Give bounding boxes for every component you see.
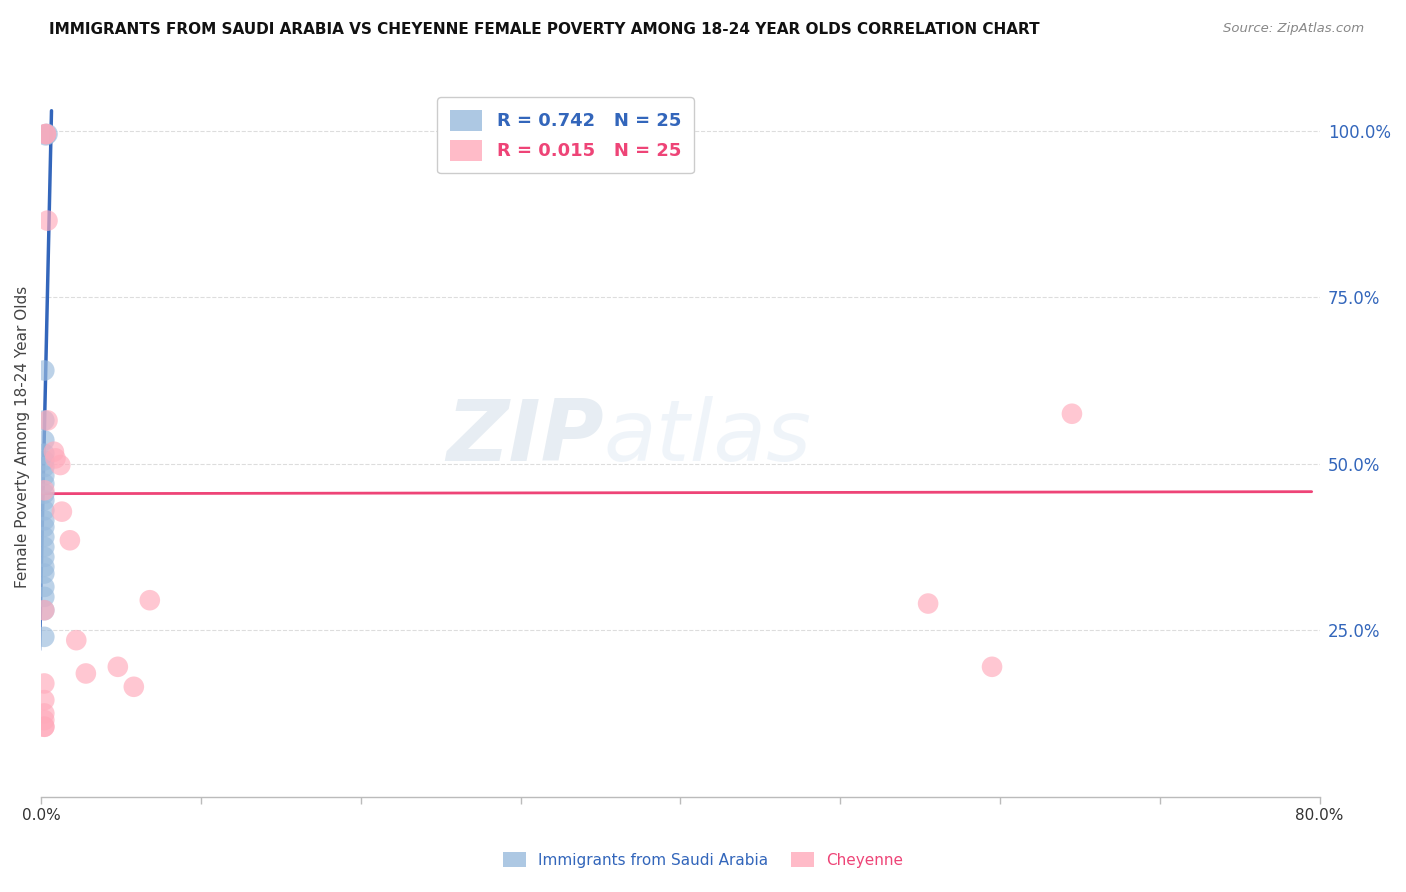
Point [37, 213, 59, 227]
Point [34, 520, 56, 534]
Point [34, 603, 56, 617]
Point [34, 693, 56, 707]
Point [34, 580, 56, 594]
Text: IMMIGRANTS FROM SAUDI ARABIA VS CHEYENNE FEMALE POVERTY AMONG 18-24 YEAR OLDS CO: IMMIGRANTS FROM SAUDI ARABIA VS CHEYENNE… [49, 22, 1040, 37]
Point [35, 128, 58, 143]
Point [34, 476, 56, 491]
Point [139, 593, 162, 607]
Point [37, 413, 59, 427]
Point [34, 513, 56, 527]
Point [34, 720, 56, 734]
Point [34, 363, 56, 377]
Point [34, 434, 56, 448]
Point [34, 630, 56, 644]
Point [35, 127, 58, 141]
Point [34, 676, 56, 690]
Text: atlas: atlas [603, 395, 811, 478]
Point [34, 413, 56, 427]
Point [34, 460, 56, 475]
Point [34, 720, 56, 734]
Point [34, 486, 56, 500]
Point [34, 483, 56, 498]
Point [44, 451, 66, 466]
Point [981, 660, 1004, 674]
Point [34, 493, 56, 508]
Point [42, 444, 65, 458]
Point [51, 505, 73, 519]
Legend: Immigrants from Saudi Arabia, Cheyenne: Immigrants from Saudi Arabia, Cheyenne [495, 844, 911, 875]
Point [75, 666, 97, 681]
Point [37, 127, 59, 141]
Point [34, 566, 56, 581]
Point [34, 468, 56, 483]
Point [107, 660, 129, 674]
Point [34, 453, 56, 467]
Point [34, 603, 56, 617]
Point [34, 549, 56, 564]
Point [34, 540, 56, 554]
Point [59, 533, 82, 548]
Point [122, 680, 145, 694]
Point [34, 713, 56, 727]
Point [65, 633, 87, 648]
Point [34, 447, 56, 461]
Point [34, 503, 56, 517]
Point [35, 127, 58, 141]
Legend: R = 0.742   N = 25, R = 0.015   N = 25: R = 0.742 N = 25, R = 0.015 N = 25 [437, 97, 693, 173]
Point [917, 597, 939, 611]
Text: ZIP: ZIP [446, 395, 603, 478]
Point [34, 560, 56, 574]
Point [34, 706, 56, 721]
Text: Source: ZipAtlas.com: Source: ZipAtlas.com [1223, 22, 1364, 36]
Point [35, 127, 58, 141]
Point [34, 590, 56, 604]
Point [49, 458, 72, 472]
Y-axis label: Female Poverty Among 18-24 Year Olds: Female Poverty Among 18-24 Year Olds [15, 286, 30, 588]
Point [34, 530, 56, 544]
Point [1060, 407, 1083, 421]
